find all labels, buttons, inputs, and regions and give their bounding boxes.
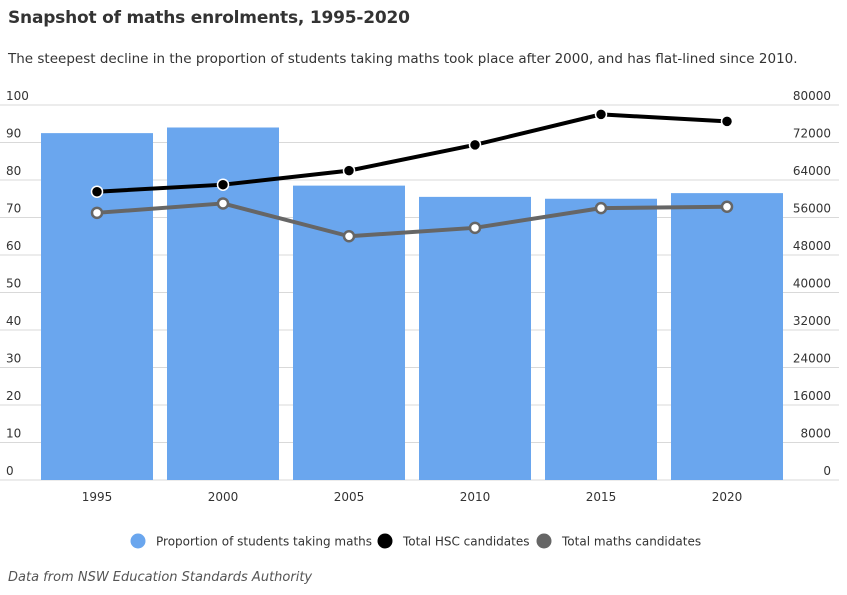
line-point [468, 221, 482, 235]
bar [545, 198, 657, 480]
chart-title: Snapshot of maths enrolments, 1995-2020 [8, 8, 410, 28]
line-point [720, 115, 734, 128]
left-axis-tick-label: 20 [6, 389, 21, 403]
left-axis-tick-label: 40 [6, 314, 21, 328]
line-point [594, 201, 608, 215]
legend-item-proportion-label: Proportion of students taking maths [156, 535, 372, 549]
axes: 0 0 10 8000 20 16000 30 24000 40 32000 50 40000 60 48… [6, 89, 831, 504]
legend-item-maths-marker [536, 533, 552, 549]
legend-item-proportion-marker [130, 533, 146, 549]
left-axis-tick-label: 90 [6, 127, 21, 141]
legend: Proportion of students taking maths Total… [130, 533, 701, 549]
source-note: Data from NSW Education Standards Author… [8, 570, 313, 585]
left-axis-tick-label: 50 [6, 277, 21, 291]
left-axis-tick-label: 10 [6, 427, 21, 441]
line-point [90, 185, 104, 198]
line-point [468, 138, 482, 152]
left-axis-tick-label: 100 [6, 89, 29, 103]
right-axis-tick-label: 40000 [793, 277, 831, 291]
hsc-candidates-line [96, 112, 728, 194]
line-point [90, 206, 104, 220]
chart-subtitle: The steepest decline in the proportion o… [8, 51, 798, 67]
right-axis-tick-label: 32000 [793, 314, 831, 328]
line-point [594, 108, 608, 121]
right-axis-tick-label: 24000 [793, 352, 831, 366]
right-axis-tick-label: 72000 [793, 127, 831, 141]
legend-item-maths-label: Total maths candidates [561, 535, 701, 549]
right-axis-tick-label: 0 [823, 464, 831, 478]
x-axis-tick-label: 2015 [586, 490, 617, 504]
legend-item-hsc-marker [377, 533, 393, 549]
right-axis-tick-label: 80000 [793, 89, 831, 103]
x-axis-tick-label: 2010 [460, 490, 491, 504]
right-axis-tick-label: 64000 [793, 164, 831, 178]
line-point [342, 230, 356, 243]
x-axis-tick-label: 1995 [82, 490, 113, 504]
chart: 0 0 10 8000 20 16000 30 24000 40 32000 50 40000 60 48… [0, 89, 839, 549]
line-point [216, 197, 230, 210]
x-axis-tick-label: 2005 [334, 490, 365, 504]
left-axis-tick-label: 30 [6, 352, 21, 366]
left-axis-tick-label: 0 [6, 464, 14, 478]
right-axis-tick-label: 48000 [793, 239, 831, 253]
x-axis-tick-label: 2000 [208, 490, 239, 504]
bar [293, 185, 405, 480]
line-series [90, 108, 734, 243]
bar [41, 133, 153, 480]
line-point [342, 164, 356, 177]
line-point [216, 178, 230, 191]
line-point [720, 200, 734, 213]
maths-candidates-line [96, 201, 728, 239]
right-axis-tick-label: 56000 [793, 202, 831, 216]
legend-item-hsc-label: Total HSC candidates [402, 535, 530, 549]
left-axis-tick-label: 70 [6, 202, 21, 216]
right-axis-tick-label: 16000 [793, 389, 831, 403]
left-axis-tick-label: 60 [6, 239, 21, 253]
right-axis-tick-label: 8000 [800, 427, 831, 441]
x-axis-tick-label: 2020 [712, 490, 743, 504]
bar [419, 196, 531, 480]
bar [671, 193, 783, 480]
left-axis-tick-label: 80 [6, 164, 21, 178]
